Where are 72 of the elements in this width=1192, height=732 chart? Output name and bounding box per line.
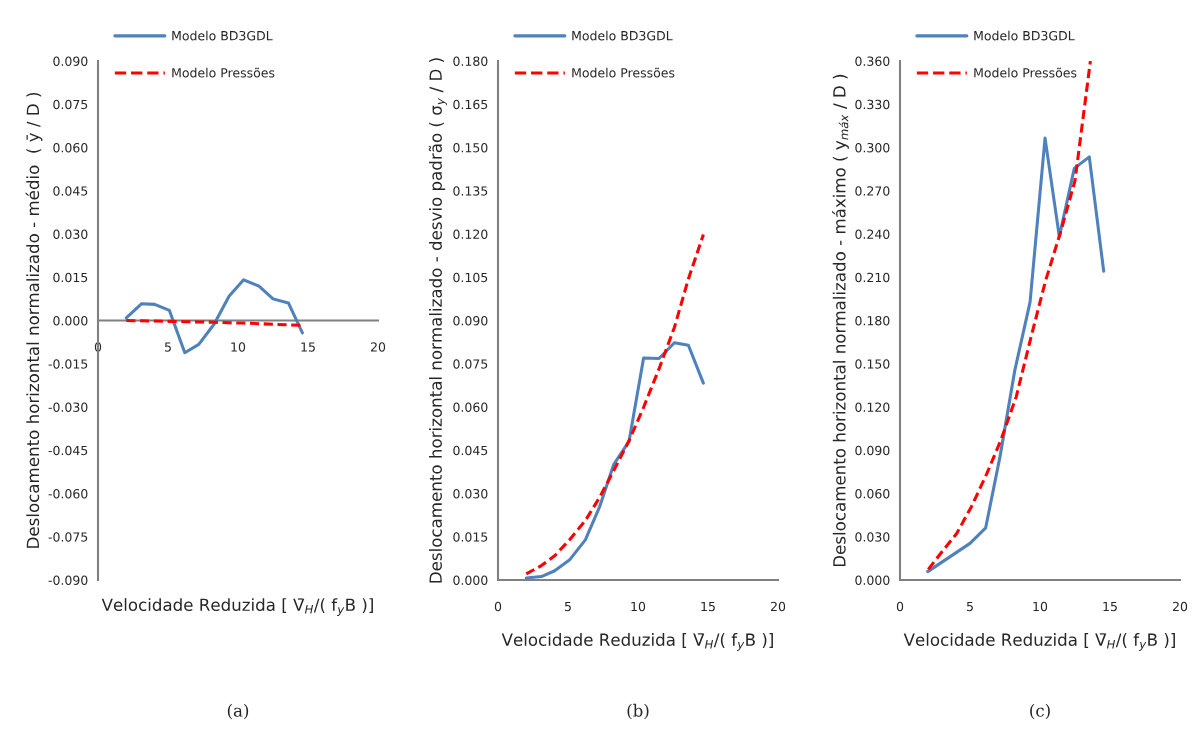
y-tick-label: -0.030 — [48, 402, 88, 412]
y-tick-label: 0.015 — [53, 272, 88, 283]
y-tick-label: 0.030 — [453, 488, 488, 499]
y-tick-label: -0.090 — [48, 575, 88, 585]
y-tick-label: 0.270 — [855, 186, 890, 196]
x-tick-label: 15 — [301, 342, 315, 352]
y-tick-label: 0.075 — [53, 99, 88, 110]
text: (a) — [227, 703, 249, 720]
y-tick-label: 0.120 — [855, 402, 890, 412]
y-tick-label: 0.060 — [855, 488, 890, 499]
y-tick-label: 0.180 — [855, 315, 890, 326]
y-tick-label: -0.045 — [48, 445, 88, 456]
x-tick-label: 5 — [966, 601, 973, 612]
y-tick-label: 0.090 — [453, 315, 488, 326]
y-tick-label: 0.045 — [53, 186, 88, 196]
legend-label: Modelo Pressões — [172, 67, 275, 78]
y-tick-label: 0.075 — [453, 359, 488, 369]
x-axis-title: Velocidade Reduzida [ V̄$_{H}$/( f$_{y}$B )] — [101, 598, 373, 616]
y-tick-label: 0.180 — [453, 56, 488, 66]
y-tick-label: 0.150 — [453, 142, 488, 153]
y-tick-label: 0.060 — [453, 402, 488, 412]
legend-label: Modelo Pressões — [974, 67, 1077, 78]
text: (c) — [1030, 703, 1050, 720]
y-axis-title: Deslocamento horizontal normalizado - médio ( ȳ / D ) — [25, 93, 43, 548]
text: (b) — [627, 703, 649, 720]
x-tick-label: 0 — [494, 601, 502, 612]
y-tick-label: 0.210 — [855, 272, 890, 283]
y-tick-label: 0.105 — [453, 272, 488, 283]
y-tick-label: 0.045 — [453, 445, 488, 456]
y-tick-label: 0.240 — [855, 229, 890, 239]
legend-label: Modelo BD3GDL — [572, 30, 673, 41]
legend-label: Modelo Pressões — [572, 67, 675, 78]
y-tick-label: 0.030 — [53, 229, 88, 239]
legend-label: Modelo BD3GDL — [172, 30, 273, 41]
y-axis-title: Deslocamento horizontal normalizado - máximo ( y$_{máx}$ / D ) — [832, 74, 849, 567]
x-tick-label: 15 — [1103, 601, 1117, 612]
y-tick-label: 0.165 — [453, 99, 488, 110]
x-axis-title: Velocidade Reduzida [ V̄$_{H}$/( f$_{y}$B )] — [903, 633, 1175, 651]
y-tick-label: 0.135 — [453, 186, 488, 196]
line-series — [524, 233, 705, 576]
x-tick-label: 10 — [1033, 601, 1048, 612]
y-tick-label: -0.015 — [48, 359, 88, 369]
y-tick-label: 0.000 — [53, 315, 88, 326]
x-tick-label: 0 — [896, 601, 904, 612]
x-tick-label: 10 — [631, 601, 646, 612]
x-tick-label: 10 — [231, 342, 246, 352]
y-tick-label: -0.075 — [48, 532, 88, 542]
x-tick-label: 20 — [1172, 601, 1188, 612]
y-tick-label: 0.120 — [453, 229, 488, 239]
y-tick-label: 0.000 — [453, 575, 488, 585]
y-tick-label: 0.150 — [855, 359, 890, 369]
y-tick-label: 0.060 — [53, 142, 88, 153]
x-tick-label: 20 — [370, 342, 386, 352]
legend-label: Modelo BD3GDL — [974, 30, 1075, 41]
y-tick-label: 0.015 — [453, 532, 488, 542]
y-tick-label: 0.300 — [855, 142, 890, 153]
line-series — [926, 136, 1106, 574]
y-tick-label: 0.360 — [855, 56, 890, 66]
y-tick-label: 0.000 — [855, 575, 890, 585]
y-tick-label: 0.030 — [855, 532, 890, 542]
x-tick-label: 15 — [701, 601, 715, 612]
x-tick-label: 5 — [564, 601, 571, 612]
x-axis-title: Velocidade Reduzida [ V̄$_{H}$/( f$_{y}$B )] — [501, 633, 773, 651]
y-tick-label: 0.090 — [855, 445, 890, 456]
y-tick-label: 0.090 — [53, 56, 88, 66]
y-axis-title: Deslocamento horizontal normalizado - desvio padrão ( σ$_{y}$ / D ) — [428, 58, 447, 583]
y-tick-label: -0.060 — [48, 488, 88, 499]
line-series — [524, 341, 705, 580]
line-series — [926, 61, 1092, 571]
x-tick-label: 20 — [770, 601, 786, 612]
y-tick-label: 0.330 — [855, 99, 890, 110]
x-tick-label: 5 — [164, 342, 171, 352]
